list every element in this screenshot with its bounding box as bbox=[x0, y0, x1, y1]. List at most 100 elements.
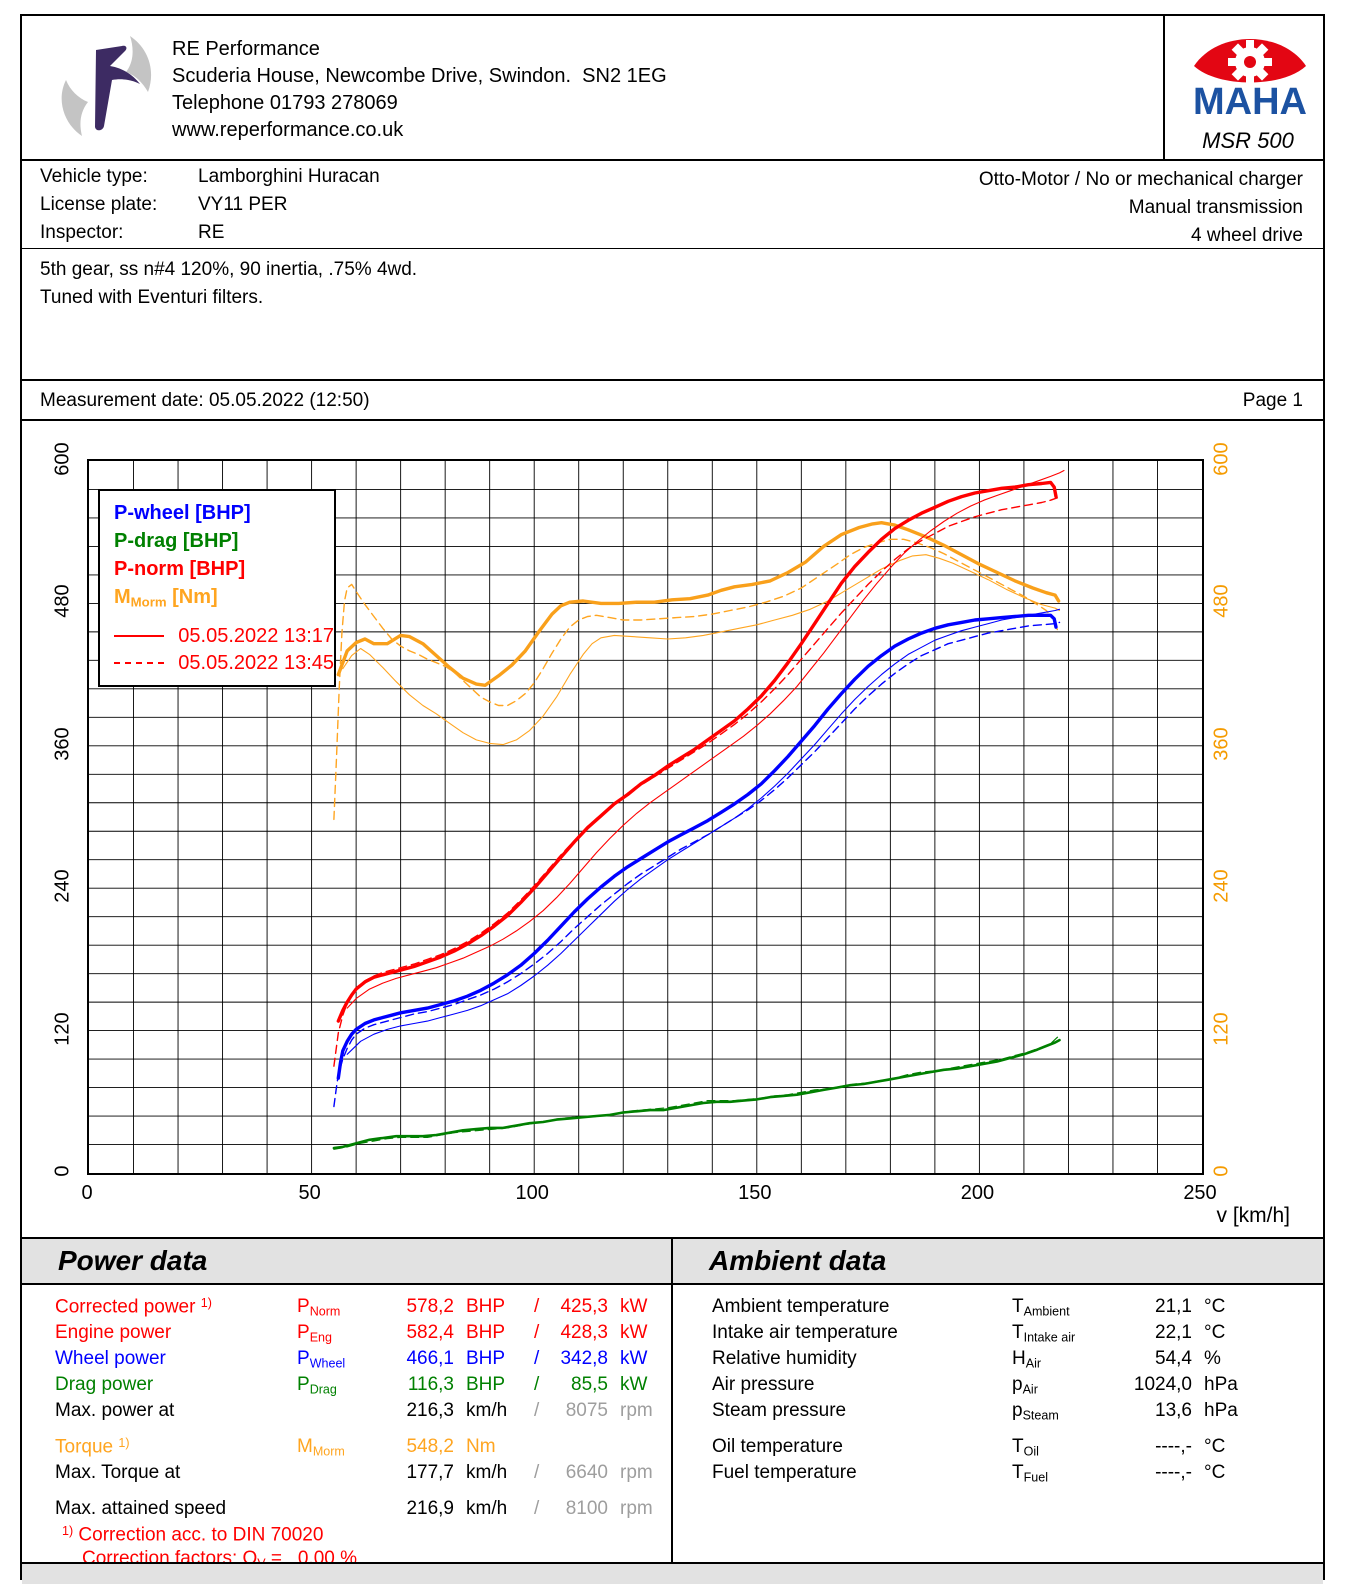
slash: / bbox=[534, 1374, 540, 1395]
row-unit-2: kW bbox=[620, 1348, 648, 1369]
row-value-2: 85,5 bbox=[571, 1374, 608, 1395]
x-tick: 150 bbox=[738, 1182, 772, 1204]
row-unit: BHP bbox=[466, 1296, 506, 1317]
row-value: ----,- bbox=[1155, 1462, 1192, 1483]
inspector-value: RE bbox=[198, 222, 225, 243]
row-unit: °C bbox=[1204, 1296, 1226, 1317]
slash: / bbox=[534, 1322, 540, 1343]
row-label: Ambient temperature bbox=[712, 1296, 890, 1317]
maha-wordmark: MAHA bbox=[1193, 81, 1307, 122]
row-value-2: 428,3 bbox=[560, 1322, 608, 1343]
measurement-rule-top bbox=[20, 379, 1325, 381]
row-unit: °C bbox=[1204, 1322, 1226, 1343]
y-tick-right: 0 bbox=[1210, 1165, 1233, 1177]
comments: 5th gear, ss n#4 120%, 90 inertia, .75% … bbox=[40, 256, 417, 312]
curve-p-drag-13-45-dashed- bbox=[333, 1034, 1061, 1150]
comment-line-2: Tuned with Eventuri filters. bbox=[40, 287, 264, 308]
company-block: RE Performance Scuderia House, Newcombe … bbox=[172, 36, 667, 144]
table-row: Engine power PEng 582,4 BHP / 428,3 kW bbox=[20, 1322, 672, 1348]
y-tick-left: 240 bbox=[51, 869, 74, 903]
curve-p-norm-13-17-thick- bbox=[336, 480, 1058, 1023]
row-unit-2: rpm bbox=[620, 1462, 653, 1483]
table-row: Air pressure pAir 1024,0 hPa bbox=[672, 1374, 1325, 1400]
license-plate-label: License plate: bbox=[40, 194, 158, 215]
table-row: Relative humidity HAir 54,4% bbox=[672, 1348, 1325, 1374]
row-value: 13,6 bbox=[1155, 1400, 1192, 1421]
y-tick-left: 600 bbox=[51, 442, 74, 476]
curve-p-wheel-13-17-thick- bbox=[336, 613, 1058, 1080]
x-axis-title: v [km/h] bbox=[1216, 1204, 1290, 1227]
slash: / bbox=[534, 1400, 540, 1421]
drive-type: 4 wheel drive bbox=[1191, 225, 1303, 246]
table-row: Max. attained speed 216,9 km/h / 8100 rpm bbox=[20, 1498, 672, 1524]
row-value-2: 425,3 bbox=[560, 1296, 608, 1317]
row-value: 21,1 bbox=[1155, 1296, 1192, 1317]
row-value: 216,3 bbox=[406, 1400, 454, 1421]
legend-entries: P-wheel [BHP] P-drag [BHP] P-norm [BHP] MMo… bbox=[114, 499, 334, 617]
company-address: Scuderia House, Newcombe Drive, Swindon.… bbox=[172, 65, 667, 87]
row-symbol: TOil bbox=[1012, 1436, 1039, 1459]
row-symbol: TFuel bbox=[1012, 1462, 1048, 1485]
footer-rule bbox=[20, 1562, 1325, 1564]
table-row: Intake air temperature TIntake air 22,1 °C bbox=[672, 1322, 1325, 1348]
measurement-rule-bottom bbox=[20, 419, 1325, 421]
y-tick-right: 600 bbox=[1210, 442, 1233, 476]
power-data-table: Corrected power 1) PNorm 578,2 BHP/425,3 kW E… bbox=[20, 1296, 672, 1526]
transmission: Manual transmission bbox=[1128, 197, 1303, 218]
curve-p-wheel-13-45-dashed- bbox=[333, 621, 1061, 1108]
row-label: Fuel temperature bbox=[712, 1462, 857, 1483]
ambient-data-title: Ambient data bbox=[709, 1245, 887, 1276]
measurement-date: Measurement date: 05.05.2022 (12:50) bbox=[40, 390, 370, 411]
row-label: Max. attained speed bbox=[55, 1498, 227, 1519]
row-value: ----,- bbox=[1155, 1436, 1192, 1457]
row-symbol: TAmbient bbox=[1012, 1296, 1070, 1319]
y-tick-left: 360 bbox=[51, 727, 74, 761]
x-tick: 0 bbox=[81, 1182, 93, 1204]
ambient-data-table: Ambient temperature TAmbient 21,1 °C Intake … bbox=[672, 1296, 1325, 1526]
table-row: Ambient temperature TAmbient 21,1 °C bbox=[672, 1296, 1325, 1322]
row-value-2: 342,8 bbox=[560, 1348, 608, 1369]
curve-p-wheel-13-17-thin- bbox=[346, 608, 1061, 1055]
curve-p-norm-13-17-thin- bbox=[346, 469, 1065, 1009]
row-unit: °C bbox=[1204, 1462, 1226, 1483]
row-label: Air pressure bbox=[712, 1374, 815, 1395]
engine-info: Otto-Motor / No or mechanical charger Ma… bbox=[979, 166, 1303, 250]
row-label: Corrected power 1) bbox=[55, 1296, 212, 1318]
maha-logo: MAHA bbox=[1193, 39, 1307, 122]
re-performance-logo bbox=[61, 36, 152, 136]
y-tick-left: 480 bbox=[51, 584, 74, 619]
row-unit: BHP bbox=[466, 1322, 506, 1343]
row-unit: km/h bbox=[466, 1462, 508, 1483]
table-row: Max. power at 216,3 km/h / 8075 rpm bbox=[20, 1400, 672, 1426]
x-tick: 100 bbox=[515, 1182, 549, 1204]
row-label: Drag power bbox=[55, 1374, 154, 1395]
x-tick: 50 bbox=[298, 1182, 321, 1204]
row-unit: km/h bbox=[466, 1498, 508, 1519]
row-value: 54,4 bbox=[1155, 1348, 1192, 1369]
row-unit: BHP bbox=[466, 1348, 506, 1369]
row-value: 22,1 bbox=[1155, 1322, 1192, 1343]
header-divider bbox=[1163, 14, 1165, 160]
row-unit: hPa bbox=[1204, 1400, 1238, 1421]
power-data-header: Power data bbox=[22, 1237, 671, 1285]
row-value: 177,7 bbox=[406, 1462, 454, 1483]
row-unit-2: rpm bbox=[620, 1498, 653, 1519]
engine-type: Otto-Motor / No or mechanical charger bbox=[978, 169, 1303, 190]
row-unit: hPa bbox=[1204, 1374, 1238, 1395]
table-row: Torque 1) MMorm 548,2 Nm bbox=[20, 1436, 672, 1462]
row-label: Intake air temperature bbox=[712, 1322, 898, 1343]
curve-m-morm-13-17-thick- bbox=[336, 521, 1061, 688]
legend-entry: P-norm [BHP] bbox=[114, 558, 246, 580]
dashed-line-sample bbox=[114, 662, 165, 665]
row-unit-2: kW bbox=[620, 1296, 648, 1317]
row-value: 216,9 bbox=[406, 1498, 454, 1519]
slash: / bbox=[534, 1462, 540, 1483]
row-value-2: 8100 bbox=[565, 1498, 608, 1519]
row-symbol: HAir bbox=[1012, 1348, 1042, 1371]
table-row: Steam pressure pSteam 13,6 hPa bbox=[672, 1400, 1325, 1426]
company-name: RE Performance bbox=[172, 38, 320, 60]
row-label: Max. power at bbox=[55, 1400, 175, 1421]
power-data-title: Power data bbox=[58, 1245, 208, 1276]
page-number: Page 1 bbox=[1242, 390, 1303, 411]
row-symbol: PEng bbox=[297, 1322, 332, 1345]
